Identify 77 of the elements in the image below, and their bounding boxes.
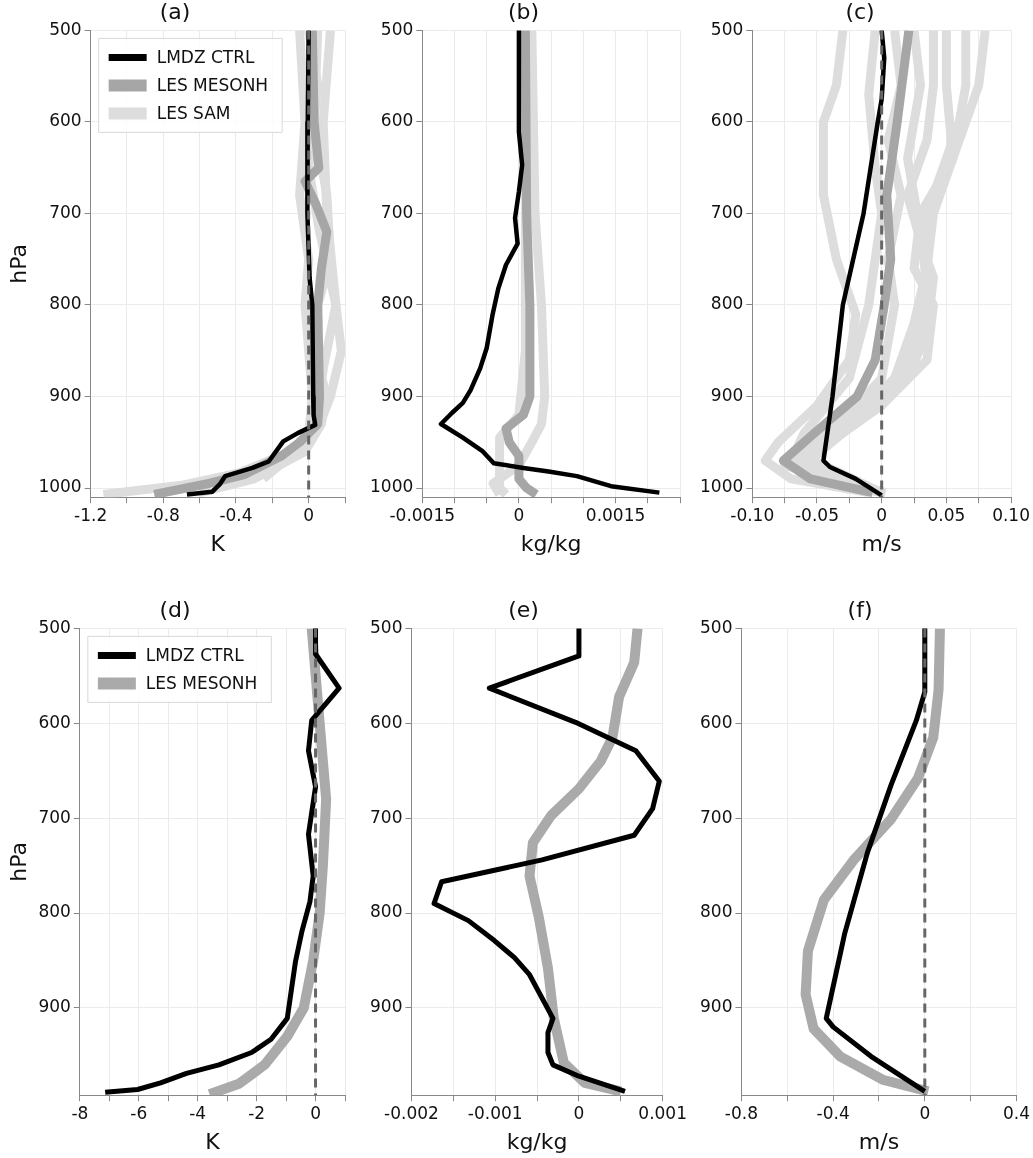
y-tick-label: 900 [49,384,82,405]
chart-title: (a) [159,0,191,24]
x-tick-label: -2 [248,1102,266,1123]
x-tick-label: -0.001 [467,1102,523,1123]
x-tick-label: -0.8 [724,1102,759,1123]
y-tick-label: 800 [710,293,744,314]
x-tick-label: -1.2 [74,504,108,525]
y-tick-label: 500 [49,18,82,39]
x-tick-label: 0 [573,1102,585,1123]
x-tick-label: 0.10 [992,504,1030,525]
y-tick-label: 600 [369,711,403,732]
x-axis-title: kg/kg [520,530,582,556]
y-tick-label: 500 [710,18,744,39]
x-tick-label: -0.4 [816,1102,850,1123]
y-tick-label: 800 [699,901,733,922]
y-axis-title: hPa [5,243,31,284]
x-tick-label: 0 [310,1102,321,1123]
y-tick-label: 900 [380,384,414,405]
y-tick-label: 900 [369,996,403,1017]
x-tick-label: -0.0015 [389,504,456,525]
y-tick-label: 900 [710,384,744,405]
y-tick-label: 500 [38,616,71,637]
y-tick-label: 700 [710,201,744,222]
x-axis-title: m/s [861,530,902,556]
x-tick-label: 0 [513,504,525,525]
x-tick-label: 0.0015 [585,504,646,525]
y-tick-label: 1000 [370,476,414,497]
y-tick-label: 500 [380,18,414,39]
y-tick-label: 800 [38,901,71,922]
y-tick-label: 900 [699,996,733,1017]
chart-title: (c) [845,0,875,24]
y-tick-label: 900 [38,996,71,1017]
y-tick-label: 500 [369,616,403,637]
y-tick-label: 600 [38,711,71,732]
x-tick-label: -4 [189,1102,207,1123]
y-tick-label: 600 [49,110,82,131]
y-tick-label: 1000 [700,476,744,497]
x-tick-label: -6 [130,1102,148,1123]
y-tick-label: 1000 [38,476,82,497]
y-tick-label: 700 [699,806,733,827]
x-tick-label: 0 [919,1102,931,1123]
x-tick-label: -0.05 [794,504,839,525]
x-tick-label: 0.05 [927,504,966,525]
chart-title: (f) [847,596,873,622]
x-axis-title: K [205,1128,221,1154]
legend-label: LES MESONH [145,672,258,693]
x-tick-label: -0.8 [146,504,180,525]
y-tick-label: 600 [699,711,733,732]
x-tick-label: -0.10 [730,504,775,525]
legend-label: LMDZ CTRL [145,644,245,665]
x-tick-label: -0.4 [219,504,253,525]
legend-label: LES SAM [156,102,231,123]
y-tick-label: 800 [380,293,414,314]
y-axis-title: hPa [5,841,31,882]
x-tick-label: 0.001 [638,1102,687,1123]
y-tick-label: 700 [38,806,71,827]
x-axis-title: m/s [858,1128,900,1154]
legend-label: LMDZ CTRL [156,46,256,67]
y-tick-label: 600 [710,110,744,131]
x-tick-label: -8 [71,1102,89,1123]
y-tick-label: 800 [49,293,82,314]
y-tick-label: 700 [49,201,82,222]
legend-label: LES MESONH [156,74,269,95]
x-tick-label: 0.4 [1002,1102,1031,1123]
x-axis-title: kg/kg [506,1128,568,1154]
chart-title: (d) [159,596,191,622]
y-tick-label: 800 [369,901,403,922]
x-tick-label: 0 [876,504,888,525]
x-tick-label: 0 [303,504,315,525]
y-tick-label: 600 [380,110,414,131]
chart-title: (b) [507,0,540,24]
x-axis-title: K [210,530,226,556]
y-tick-label: 700 [369,806,403,827]
chart-title: (e) [508,596,539,622]
x-tick-label: -0.002 [384,1102,439,1123]
y-tick-label: 500 [699,616,733,637]
y-tick-label: 700 [380,201,414,222]
